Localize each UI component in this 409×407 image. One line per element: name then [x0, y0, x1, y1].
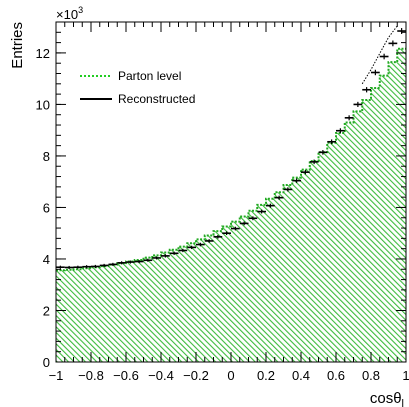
- reconstructed-point: [362, 87, 371, 93]
- reference-dotted-curve: [361, 25, 398, 85]
- reconstructed-point: [257, 209, 266, 214]
- legend-label-reconstructed: Reconstructed: [118, 92, 195, 106]
- legend-label-parton-level: Parton level: [118, 69, 181, 83]
- reconstructed-point: [318, 150, 328, 155]
- y-tick-label: 8: [43, 149, 50, 164]
- reconstructed-point: [231, 226, 240, 231]
- reconstructed-point: [222, 231, 231, 236]
- reconstructed-point: [134, 260, 144, 264]
- y-tick-label: 4: [43, 252, 50, 267]
- reconstructed-point: [178, 248, 188, 253]
- reconstructed-point: [239, 221, 249, 226]
- x-tick-label: −0.4: [148, 368, 174, 383]
- reconstructed-point: [99, 263, 109, 267]
- reconstructed-point: [143, 258, 153, 262]
- y-tick-label: 6: [43, 200, 50, 215]
- reconstructed-point: [161, 254, 170, 258]
- x-axis: −1 −0.8 −0.6 −0.4 −0.2 0 0.2 0.4 0.6 0.8 1: [49, 22, 409, 383]
- x-tick-label: 0.2: [257, 368, 275, 383]
- reconstructed-point: [274, 195, 284, 200]
- x-axis-label: cosθl: [370, 390, 404, 407]
- x-tick-label: 0: [227, 368, 234, 383]
- y-axis-label: Entries: [9, 22, 26, 69]
- y-tick-label: 12: [36, 46, 50, 61]
- y-multiplier-label: ×103: [56, 5, 83, 22]
- reconstructed-point: [82, 265, 91, 269]
- reconstructed-point: [353, 101, 363, 107]
- x-tick-label: −0.8: [78, 368, 104, 383]
- reconstructed-point: [248, 216, 258, 221]
- reconstructed-point: [213, 235, 223, 239]
- x-tick-label: 1: [402, 368, 409, 383]
- reconstructed-point: [91, 264, 100, 268]
- reconstructed-point: [108, 262, 118, 266]
- reconstructed-point: [309, 159, 319, 165]
- reconstructed-point: [73, 265, 83, 269]
- x-tick-label: 0.4: [292, 368, 310, 383]
- reconstructed-point: [56, 265, 65, 269]
- x-tick-label: 0.8: [362, 368, 380, 383]
- reconstructed-point: [292, 178, 301, 183]
- parton-level-area: [56, 48, 406, 362]
- reconstructed-point: [64, 265, 74, 270]
- reconstructed-point: [379, 53, 389, 60]
- reconstructed-point: [117, 261, 126, 265]
- reconstructed-point: [327, 139, 336, 145]
- y-tick-label: 2: [43, 303, 50, 318]
- x-tick-label: −0.2: [183, 368, 209, 383]
- reconstructed-point: [301, 169, 310, 175]
- legend: Parton level Reconstructed: [80, 69, 195, 106]
- x-tick-label: −0.6: [113, 368, 139, 383]
- reconstructed-point: [187, 245, 196, 250]
- reconstructed-point: [371, 69, 380, 76]
- reconstructed-points: [56, 28, 406, 270]
- reconstructed-point: [204, 239, 214, 243]
- reconstructed-point: [169, 251, 179, 255]
- reconstructed-point: [336, 128, 345, 134]
- x-tick-label: 0.6: [327, 368, 345, 383]
- reconstructed-point: [397, 28, 406, 34]
- y-tick-label: 0: [43, 355, 50, 370]
- y-axis: 0 2 4 6 8 10 12: [36, 21, 406, 370]
- parton-level-hatched-area: [56, 48, 406, 362]
- reference-curve-line: [361, 25, 398, 85]
- reconstructed-point: [196, 242, 205, 247]
- reconstructed-point: [266, 203, 275, 208]
- reconstructed-point: [126, 260, 135, 264]
- x-tick-label: −1: [49, 368, 64, 383]
- reconstructed-point: [152, 256, 161, 260]
- reconstructed-point: [344, 115, 354, 121]
- reconstructed-point: [388, 40, 398, 47]
- y-tick-label: 10: [36, 97, 50, 112]
- reconstructed-point: [283, 187, 293, 192]
